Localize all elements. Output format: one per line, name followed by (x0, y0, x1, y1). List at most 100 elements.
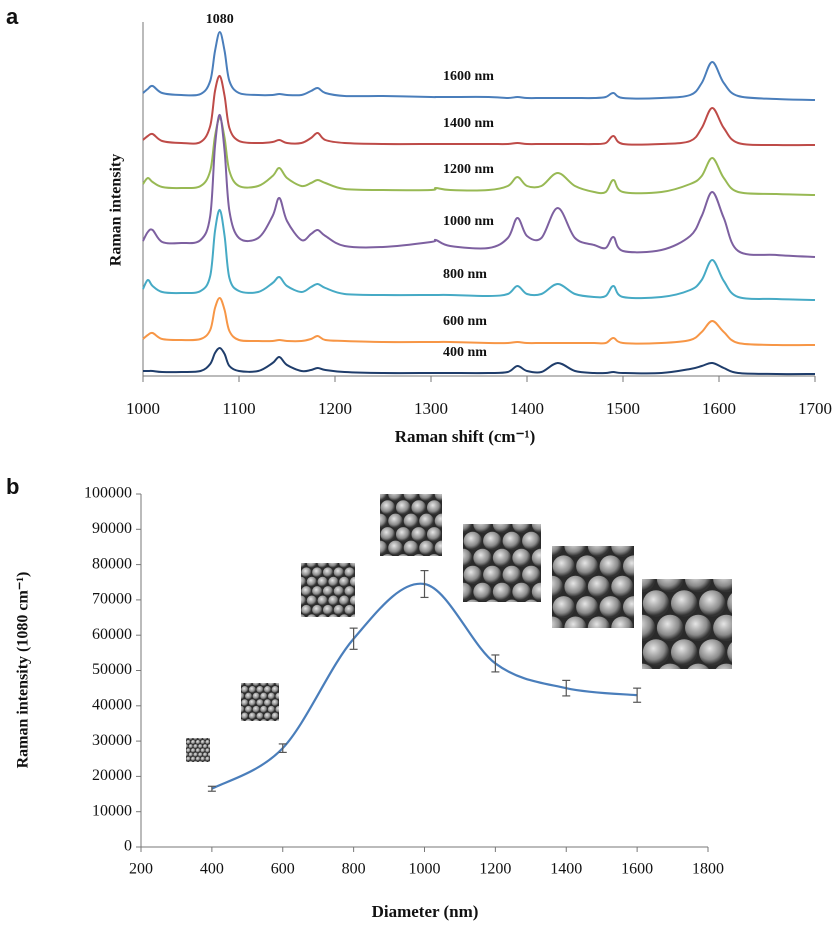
x-tick-label: 1600 (621, 861, 653, 878)
sphere (395, 527, 411, 542)
series-label: 1000 nm (443, 214, 494, 229)
sphere (427, 473, 442, 488)
y-tick-label: 30000 (92, 732, 132, 749)
sphere (198, 752, 203, 757)
sphere (205, 732, 210, 737)
x-axis-label: Raman shift (cm⁻¹) (395, 427, 536, 446)
sphere (195, 756, 201, 762)
sphere (642, 579, 656, 593)
sphere (388, 540, 403, 556)
sphere (344, 586, 355, 597)
panel-label: b (6, 474, 19, 499)
sphere (198, 760, 203, 762)
sphere (267, 692, 275, 700)
sphere (349, 563, 355, 569)
sphere (670, 639, 698, 666)
sphere (398, 554, 409, 556)
sphere (552, 616, 564, 628)
x-tick-label: 1100 (222, 399, 255, 418)
x-tick-label: 400 (200, 861, 224, 878)
sphere (291, 605, 301, 615)
sphere (355, 567, 365, 577)
sphere (301, 614, 306, 617)
sphere (642, 590, 670, 617)
sphere (264, 686, 272, 694)
sphere (301, 595, 307, 606)
sphere (502, 531, 521, 551)
sphere (181, 748, 186, 753)
sphere (442, 500, 457, 515)
sphere (344, 567, 355, 578)
sphere (234, 699, 241, 706)
sphere (396, 473, 411, 488)
sphere (186, 744, 189, 749)
sphere (267, 683, 275, 687)
series-label: 1400 nm (443, 116, 494, 131)
sphere (200, 756, 206, 762)
sphere (380, 473, 395, 488)
sphere (357, 487, 372, 502)
sphere (492, 582, 512, 602)
sphere (623, 515, 645, 537)
sphere (291, 549, 301, 559)
sphere (230, 679, 237, 686)
sphere (403, 494, 419, 502)
sphere (260, 705, 268, 714)
x-tick-label: 200 (129, 861, 153, 878)
sphere (434, 540, 442, 556)
sphere (253, 719, 260, 721)
sphere (615, 639, 641, 665)
sphere (203, 760, 208, 762)
sphere (601, 664, 627, 690)
sphere (306, 563, 317, 569)
sphere (512, 524, 531, 534)
sphere (179, 744, 184, 749)
sphere (241, 705, 245, 714)
sphere (635, 535, 657, 557)
sphere (196, 732, 201, 737)
sphere (464, 498, 482, 516)
sphere (205, 739, 210, 745)
sphere (256, 699, 264, 707)
sphere (234, 712, 241, 719)
sphere (198, 744, 203, 749)
sphere (333, 586, 344, 597)
sphere (210, 732, 215, 737)
sphere (301, 586, 312, 597)
y-tick-label: 0 (124, 838, 132, 855)
sphere (202, 744, 208, 749)
x-tick-label: 1700 (798, 399, 832, 418)
sphere (727, 541, 753, 567)
sphere (267, 705, 275, 714)
sphere (200, 748, 206, 753)
sphere (355, 605, 365, 615)
sphere (687, 663, 709, 669)
sphere (388, 513, 403, 529)
sphere (361, 596, 371, 606)
sphere (349, 595, 355, 606)
sphere (483, 531, 502, 551)
sphere (287, 699, 294, 706)
spectrum-line (142, 75, 816, 147)
error-bar (633, 687, 642, 703)
sphere (442, 554, 457, 569)
sphere (241, 692, 245, 700)
sphere (256, 712, 264, 720)
sphere (419, 540, 434, 556)
sphere (444, 532, 462, 550)
sphere (531, 524, 541, 534)
sphere (463, 582, 473, 602)
sphere (600, 515, 622, 537)
sphere (322, 604, 334, 616)
sphere (312, 549, 322, 559)
x-tick-label: 1500 (606, 399, 640, 418)
sphere (587, 616, 610, 628)
spectrum-line (142, 297, 816, 347)
x-axis-label: Diameter (nm) (372, 902, 479, 921)
sphere (275, 719, 279, 721)
sphere (301, 576, 307, 587)
sphere (419, 494, 434, 502)
sphere (388, 494, 403, 502)
sphere (193, 738, 198, 741)
series-label: 600 nm (443, 314, 487, 329)
